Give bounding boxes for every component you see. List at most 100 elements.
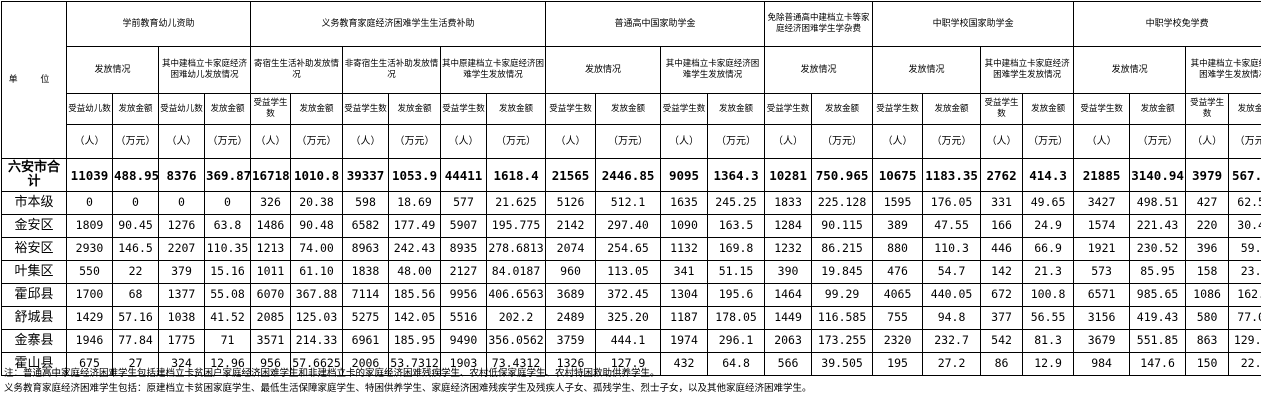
table-cell: 1449 <box>764 306 813 330</box>
table-cell: 0 <box>112 191 159 215</box>
table-cell: 1700 <box>66 283 113 307</box>
subgroup-header: 其中原建档立卡家庭经济困难学生发放情况 <box>440 46 547 94</box>
table-cell: 0 <box>203 191 252 215</box>
column-header: 受益学生数 <box>872 93 924 125</box>
total-cell: 21885 <box>1073 158 1131 192</box>
table-cell: 195.6 <box>707 283 766 307</box>
total-cell: 44411 <box>440 158 488 192</box>
subgroup-header: 非寄宿生生活补助发放情况 <box>342 46 442 94</box>
table-cell: 1284 <box>764 214 813 238</box>
table-cell: 90.115 <box>811 214 874 238</box>
table-cell: 173.255 <box>811 329 874 353</box>
column-header: 发放金额 <box>1129 93 1187 125</box>
unit-cell: （万元） <box>486 124 547 159</box>
column-header: 受益学生数 <box>980 93 1024 125</box>
table-cell: 1276 <box>158 214 205 238</box>
group-header: 免除普通高中建档立卡等家庭经济困难学生学杂费 <box>764 1 874 47</box>
table-cell: 185.95 <box>388 329 442 353</box>
unit-cell: （人） <box>980 124 1024 159</box>
group-header: 义务教育家庭经济困难学生生活费补助 <box>250 1 547 47</box>
table-cell: 755 <box>872 306 924 330</box>
table-cell: 2489 <box>545 306 597 330</box>
table-cell: 985.65 <box>1129 283 1187 307</box>
table-cell: 177.49 <box>388 214 442 238</box>
total-cell: 414.3 <box>1022 158 1075 192</box>
subgroup-header: 其中建档立卡家庭经济困难学生发放情况 <box>980 46 1075 94</box>
table-cell: 440.05 <box>922 283 982 307</box>
total-cell: 1618.4 <box>486 158 547 192</box>
table-cell: 6961 <box>342 329 390 353</box>
table-cell: 296.1 <box>707 329 766 353</box>
table-cell: 202.2 <box>486 306 547 330</box>
table-cell: 427 <box>1185 191 1230 215</box>
table-cell: 142 <box>980 260 1024 284</box>
table-cell: 169.8 <box>707 237 766 261</box>
table-cell: 880 <box>872 237 924 261</box>
total-row: 六安市合计 11039 488.95 8376 369.87 16718 1010.8 39… <box>1 158 1261 192</box>
total-cell: 11039 <box>66 158 113 192</box>
table-cell: 195 <box>872 352 924 376</box>
table-cell: 341 <box>660 260 709 284</box>
table-cell: 324 <box>158 352 205 376</box>
table-cell: 21.3 <box>1022 260 1075 284</box>
table-row: 叶集区 550 22 379 15.16 1011 61.10 1838 48.00 2127 84… <box>1 260 1261 284</box>
table-cell: 142.05 <box>388 306 442 330</box>
table-cell: 372.45 <box>595 283 662 307</box>
table-cell: 0 <box>66 191 113 215</box>
table-cell: 1635 <box>660 191 709 215</box>
table-cell: 278.6813 <box>486 237 547 261</box>
total-cell: 2762 <box>980 158 1024 192</box>
table-cell: 5907 <box>440 214 488 238</box>
unit-cell: （万元） <box>811 124 874 159</box>
table-cell: 1304 <box>660 283 709 307</box>
total-cell: 16718 <box>250 158 292 192</box>
table-cell: 984 <box>1073 352 1131 376</box>
table-cell: 6582 <box>342 214 390 238</box>
total-cell: 488.95 <box>112 158 159 192</box>
group-header: 学前教育幼儿资助 <box>65 1 252 47</box>
table-cell: 542 <box>980 329 1024 353</box>
table-cell: 147.6 <box>1129 352 1187 376</box>
row-label: 金安区 <box>1 214 67 238</box>
table-cell: 12.96 <box>203 352 252 376</box>
table-cell: 62.52 <box>1228 191 1261 215</box>
table-cell: 4065 <box>872 283 924 307</box>
column-header: 发放金额 <box>811 93 874 125</box>
table-cell: 1429 <box>66 306 113 330</box>
table-cell: 242.43 <box>388 237 442 261</box>
column-header: 发放金额 <box>203 93 252 125</box>
column-header: 发放金额 <box>1228 93 1261 125</box>
table-cell: 230.52 <box>1129 237 1187 261</box>
table-cell: 245.25 <box>707 191 766 215</box>
table-cell: 49.65 <box>1022 191 1075 215</box>
table-cell: 24.9 <box>1022 214 1075 238</box>
table-cell: 1833 <box>764 191 813 215</box>
table-cell: 297.40 <box>595 214 662 238</box>
total-cell: 1183.35 <box>922 158 982 192</box>
table-cell: 331 <box>980 191 1024 215</box>
table-cell: 90.45 <box>112 214 159 238</box>
table-cell: 110.3 <box>922 237 982 261</box>
table-cell: 27.2 <box>922 352 982 376</box>
table-cell: 178.05 <box>707 306 766 330</box>
table-cell: 232.7 <box>922 329 982 353</box>
unit-cell: （人） <box>250 124 292 159</box>
table-cell: 9956 <box>440 283 488 307</box>
table-cell: 863 <box>1185 329 1230 353</box>
total-cell: 1053.9 <box>388 158 442 192</box>
table-cell: 1486 <box>250 214 292 238</box>
unit-cell: （人） <box>1185 124 1230 159</box>
column-header: 发放金额 <box>595 93 662 125</box>
table-cell: 0 <box>158 191 205 215</box>
table-cell: 22.5 <box>1228 352 1261 376</box>
table-cell: 90.48 <box>290 214 344 238</box>
table-cell: 1464 <box>764 283 813 307</box>
table-cell: 1132 <box>660 237 709 261</box>
column-header: 受益学生数 <box>660 93 709 125</box>
column-header: 发放金额 <box>922 93 982 125</box>
total-cell: 8376 <box>158 158 205 192</box>
column-header: 受益学生数 <box>545 93 597 125</box>
subgroup-header: 发放情况 <box>764 46 874 94</box>
table-cell: 8935 <box>440 237 488 261</box>
total-cell: 21565 <box>545 158 597 192</box>
